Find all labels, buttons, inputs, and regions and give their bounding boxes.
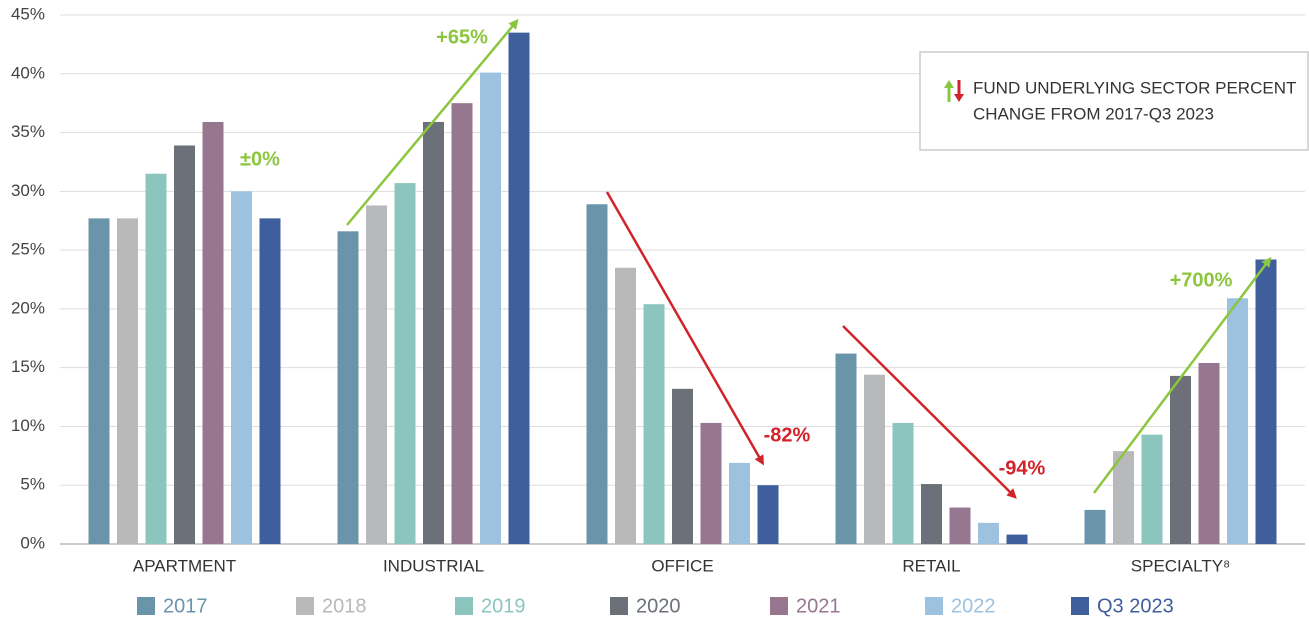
bar: [423, 121, 444, 544]
bar: [1255, 259, 1277, 544]
arrow: [605, 191, 764, 466]
bar: [480, 72, 501, 544]
note-text: FUND UNDERLYING SECTOR PERCENT: [973, 78, 1296, 97]
y-tick-label: 15%: [11, 357, 45, 376]
bar: [1113, 451, 1134, 544]
bar: [729, 462, 750, 544]
legend-label: 2021: [796, 595, 841, 617]
y-tick-label: 35%: [11, 122, 45, 141]
bar: [672, 388, 693, 544]
bar: [586, 204, 608, 544]
x-tick-label: RETAIL: [902, 556, 960, 575]
bar: [366, 205, 387, 544]
bar: [508, 32, 530, 545]
bar: [757, 485, 779, 544]
bar: [1084, 509, 1106, 544]
bar: [1198, 362, 1220, 544]
note-text: CHANGE FROM 2017-Q3 2023: [973, 104, 1214, 123]
bar: [700, 422, 722, 544]
bar: [615, 267, 636, 544]
bar: [231, 191, 252, 545]
y-tick-label: 30%: [11, 181, 45, 200]
bar: [259, 218, 281, 545]
y-tick-label: 45%: [11, 4, 45, 23]
bar: [892, 422, 914, 544]
bar: [921, 484, 942, 544]
arrow: [346, 18, 519, 226]
bar: [1227, 298, 1248, 544]
y-tick-label: 10%: [11, 416, 45, 435]
bar: [978, 522, 999, 544]
legend-label: 2017: [163, 595, 208, 617]
arrow: [842, 325, 1017, 499]
bar: [835, 353, 857, 544]
bar: [88, 218, 110, 545]
legend-label: 2020: [636, 595, 681, 617]
legend-swatch: [1071, 597, 1089, 615]
legend-swatch: [610, 597, 628, 615]
x-tick-label: INDUSTRIAL: [383, 556, 484, 575]
legend-swatch: [296, 597, 314, 615]
y-tick-label: 40%: [11, 63, 45, 82]
annotation: +700%: [1170, 269, 1233, 291]
bar: [1141, 434, 1163, 544]
annotation: +65%: [436, 26, 488, 48]
x-tick-label: OFFICE: [651, 556, 713, 575]
legend-swatch: [770, 597, 788, 615]
annotation: -82%: [764, 424, 811, 446]
bar: [174, 145, 195, 544]
y-tick-label: 20%: [11, 298, 45, 317]
y-tick-label: 5%: [20, 475, 45, 494]
bar: [202, 121, 224, 544]
annotation: ±0%: [240, 148, 280, 170]
legend-swatch: [137, 597, 155, 615]
legend-swatch: [455, 597, 473, 615]
bar: [451, 103, 473, 545]
legend-swatch: [925, 597, 943, 615]
bar: [394, 183, 416, 545]
legend-label: 2022: [951, 595, 996, 617]
bar: [949, 507, 971, 544]
bar: [117, 218, 138, 545]
arrow: [1093, 256, 1272, 494]
bar: [337, 231, 359, 544]
bars: [88, 32, 1277, 545]
bar: [1006, 534, 1028, 544]
note-box: [919, 51, 1309, 151]
bar: [864, 374, 885, 544]
legend-label: Q3 2023: [1097, 595, 1174, 617]
up-icon: [944, 80, 954, 102]
bar: [643, 304, 665, 544]
annotation: -94%: [999, 457, 1046, 479]
legend-label: 2019: [481, 595, 526, 617]
x-tick-label: APARTMENT: [133, 556, 236, 575]
x-tick-label: SPECIALTY⁸: [1131, 556, 1230, 575]
y-tick-label: 25%: [11, 240, 45, 259]
bar: [145, 173, 167, 544]
legend-label: 2018: [322, 595, 367, 617]
down-icon: [954, 80, 964, 102]
y-tick-label: 0%: [20, 533, 45, 552]
bar: [1170, 375, 1191, 544]
